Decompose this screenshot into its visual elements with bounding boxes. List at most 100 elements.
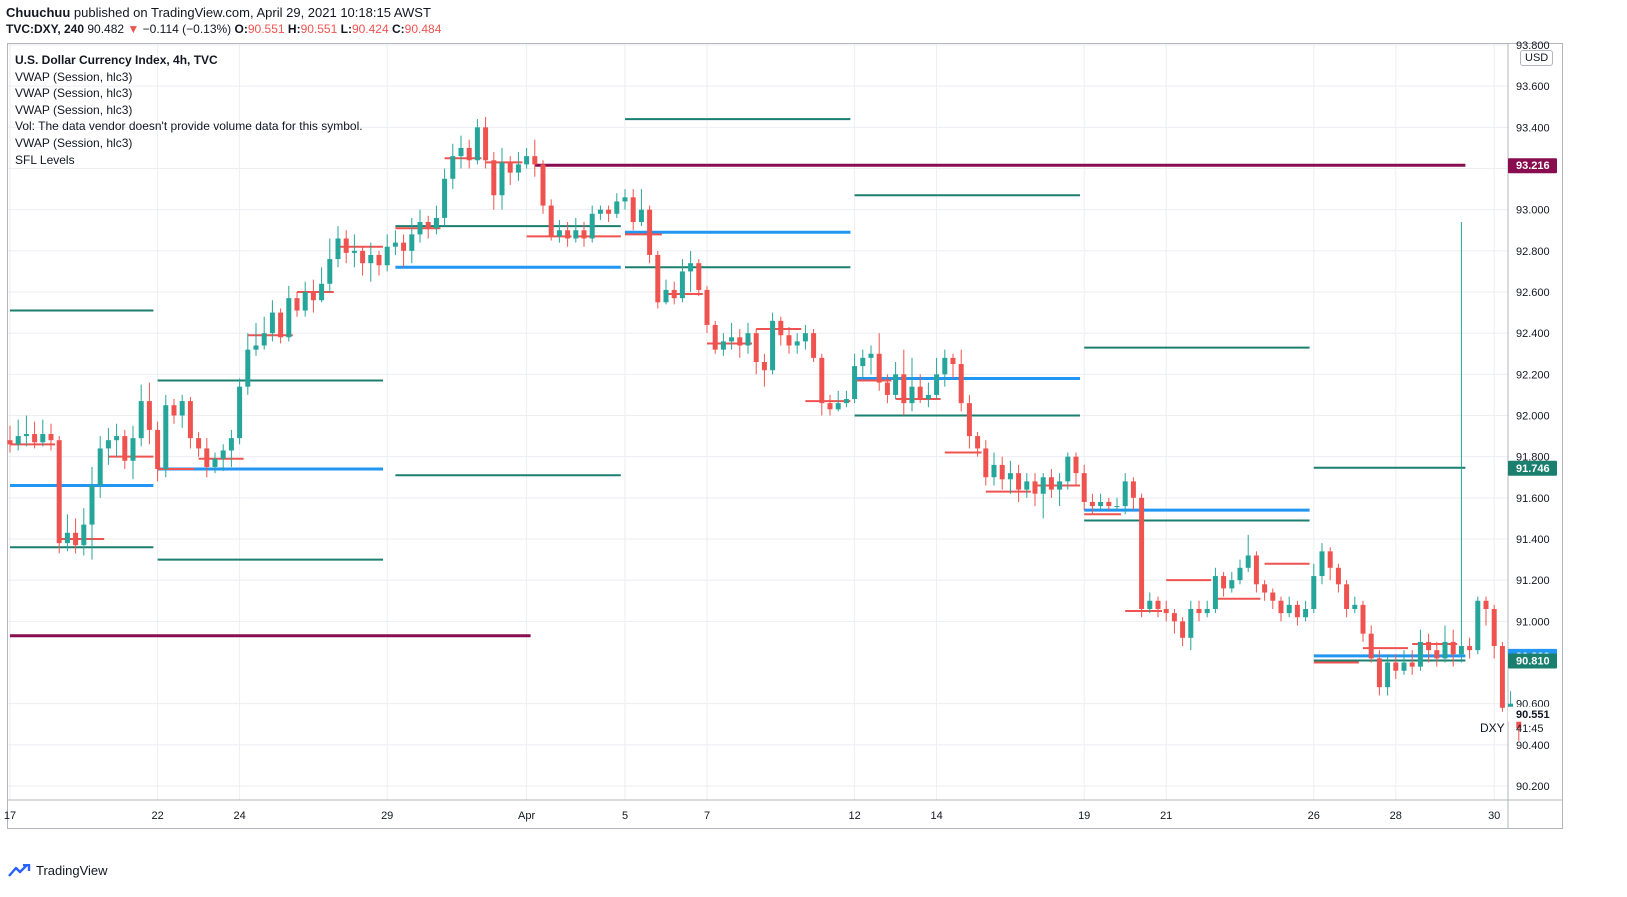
- candle-body[interactable]: [1073, 456, 1079, 474]
- candle-body[interactable]: [1237, 567, 1243, 581]
- candle-body[interactable]: [712, 324, 718, 350]
- candle-body[interactable]: [138, 401, 144, 439]
- candle-body[interactable]: [89, 485, 95, 525]
- candle-body[interactable]: [253, 345, 259, 350]
- candle-body[interactable]: [1098, 501, 1104, 507]
- candle-body[interactable]: [966, 403, 972, 437]
- candle-body[interactable]: [1401, 662, 1407, 671]
- candle-body[interactable]: [1303, 608, 1309, 618]
- candle-body[interactable]: [1360, 604, 1366, 634]
- candle-body[interactable]: [1327, 551, 1333, 568]
- candle-body[interactable]: [606, 209, 612, 214]
- candle-body[interactable]: [1483, 600, 1489, 609]
- candle-body[interactable]: [302, 292, 308, 311]
- candle-body[interactable]: [540, 164, 546, 206]
- candle-body[interactable]: [1335, 567, 1341, 585]
- candle-body[interactable]: [1155, 600, 1161, 609]
- candle-body[interactable]: [532, 156, 538, 165]
- symbol-label[interactable]: TVC:DXY, 240: [6, 22, 85, 36]
- candle-body[interactable]: [401, 242, 407, 251]
- legend-line-sfl[interactable]: SFL Levels: [15, 152, 75, 167]
- candle-body[interactable]: [245, 349, 251, 387]
- candle-body[interactable]: [1278, 600, 1284, 614]
- candle-body[interactable]: [1204, 608, 1210, 614]
- candle-body[interactable]: [294, 298, 300, 311]
- candle-body[interactable]: [319, 283, 325, 301]
- candle-body[interactable]: [1385, 662, 1391, 688]
- candle-body[interactable]: [114, 436, 120, 441]
- candle-body[interactable]: [1393, 662, 1399, 671]
- candle-body[interactable]: [384, 246, 390, 266]
- candle-body[interactable]: [269, 312, 275, 334]
- candle-body[interactable]: [310, 292, 316, 301]
- candle-body[interactable]: [802, 333, 808, 342]
- candle-body[interactable]: [565, 230, 571, 239]
- candle-body[interactable]: [1229, 580, 1235, 589]
- candle-body[interactable]: [794, 341, 800, 346]
- candle-body[interactable]: [1147, 600, 1153, 609]
- candle-body[interactable]: [368, 254, 374, 264]
- candle-body[interactable]: [1311, 576, 1317, 609]
- candle-body[interactable]: [466, 147, 472, 161]
- candle-body[interactable]: [581, 230, 587, 239]
- candle-body[interactable]: [983, 448, 989, 478]
- candle-body[interactable]: [1450, 641, 1456, 655]
- candle-body[interactable]: [647, 209, 653, 255]
- candle-body[interactable]: [729, 337, 735, 342]
- candle-body[interactable]: [1081, 473, 1087, 502]
- candle-body[interactable]: [204, 448, 210, 467]
- candle-body[interactable]: [884, 382, 890, 395]
- candle-body[interactable]: [704, 289, 710, 325]
- candle-body[interactable]: [827, 403, 833, 410]
- candle-body[interactable]: [524, 156, 530, 165]
- candle-body[interactable]: [597, 209, 603, 214]
- candle-body[interactable]: [1499, 646, 1505, 708]
- candle-body[interactable]: [917, 386, 923, 400]
- candle-body[interactable]: [1409, 662, 1415, 667]
- candle-body[interactable]: [925, 394, 931, 400]
- legend-line-vwap-1[interactable]: VWAP (Session, hlc3): [15, 69, 133, 84]
- candle-body[interactable]: [491, 160, 497, 196]
- legend-line-vwap-3[interactable]: VWAP (Session, hlc3): [15, 102, 133, 117]
- candle-body[interactable]: [1508, 703, 1514, 708]
- candle-body[interactable]: [1007, 473, 1013, 480]
- candle-body[interactable]: [417, 222, 423, 235]
- candle-body[interactable]: [351, 250, 357, 253]
- candle-body[interactable]: [548, 205, 554, 237]
- candle-body[interactable]: [753, 333, 759, 362]
- candle-body[interactable]: [237, 386, 243, 439]
- candle-body[interactable]: [343, 238, 349, 253]
- candle-body[interactable]: [1262, 584, 1268, 593]
- candle-body[interactable]: [32, 434, 38, 443]
- candle-body[interactable]: [975, 436, 981, 449]
- candle-body[interactable]: [1032, 481, 1038, 494]
- candle-body[interactable]: [212, 458, 218, 467]
- candle-body[interactable]: [73, 532, 79, 546]
- candle-body[interactable]: [442, 178, 448, 218]
- candle-body[interactable]: [1139, 497, 1145, 609]
- candle-body[interactable]: [901, 374, 907, 404]
- candle-body[interactable]: [196, 438, 202, 449]
- candle-body[interactable]: [770, 320, 776, 371]
- candle-body[interactable]: [688, 263, 694, 272]
- candle-body[interactable]: [376, 254, 382, 266]
- candle-body[interactable]: [819, 357, 825, 404]
- candle-body[interactable]: [556, 230, 562, 237]
- candle-body[interactable]: [40, 434, 46, 443]
- candle-body[interactable]: [1016, 473, 1022, 490]
- candle-body[interactable]: [893, 374, 899, 395]
- candle-body[interactable]: [909, 386, 915, 404]
- candle-body[interactable]: [220, 450, 226, 459]
- candle-body[interactable]: [786, 335, 792, 346]
- candle-body[interactable]: [1426, 641, 1432, 651]
- candle-body[interactable]: [942, 357, 948, 375]
- candle-body[interactable]: [737, 337, 743, 346]
- candle-body[interactable]: [1212, 576, 1218, 609]
- candle-body[interactable]: [679, 271, 685, 299]
- candle-body[interactable]: [663, 289, 669, 303]
- candle-body[interactable]: [934, 374, 940, 395]
- candle-body[interactable]: [392, 242, 398, 247]
- currency-badge[interactable]: USD: [1520, 50, 1554, 66]
- candle-body[interactable]: [499, 162, 505, 196]
